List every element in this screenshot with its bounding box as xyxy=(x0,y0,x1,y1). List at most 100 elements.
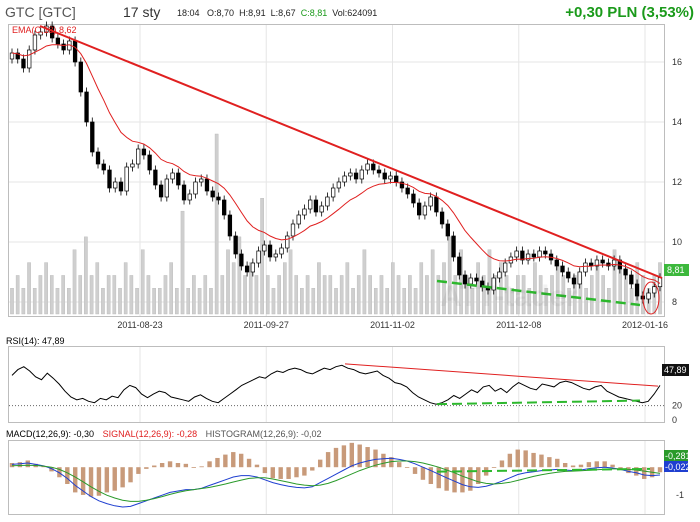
volume-bar xyxy=(379,275,384,315)
volume-bar xyxy=(72,249,77,315)
last-price-badge xyxy=(664,264,689,276)
volume-bar xyxy=(169,262,173,315)
volume-bar xyxy=(38,275,43,315)
candle-body xyxy=(296,214,301,225)
histogram-bar xyxy=(594,461,599,468)
rsi-value-label: 47,89 xyxy=(664,365,687,375)
x-axis-date-label: 2011-11-02 xyxy=(370,320,415,330)
quote-date: 17 sty xyxy=(123,4,161,20)
candle-body xyxy=(72,40,78,63)
rsi-panel-frame xyxy=(8,346,665,423)
close-value: C:8,81 xyxy=(300,8,328,18)
volume-bar xyxy=(231,262,236,315)
histogram-bar xyxy=(246,458,252,468)
histogram-bar xyxy=(49,467,54,472)
quote-header: GTC [GTC] 17 sty 18:04 O:8,70 H:8,91 L:8… xyxy=(0,4,700,22)
volume-bar xyxy=(106,275,111,315)
volume-bar xyxy=(265,275,270,315)
volume-value: Vol:624091 xyxy=(332,8,378,18)
price-tick-label: 10 xyxy=(672,237,682,247)
volume-bar xyxy=(243,275,247,315)
candle-body xyxy=(422,205,428,216)
volume-bar xyxy=(283,262,287,315)
price-tick-label: 8 xyxy=(672,297,677,307)
candle-body xyxy=(531,253,536,258)
volume-bar xyxy=(442,262,446,315)
candle-body xyxy=(199,178,204,183)
candle-body xyxy=(193,181,198,195)
volume-bar xyxy=(78,275,83,315)
histogram-bar xyxy=(618,467,623,469)
volume-bar xyxy=(533,262,537,315)
rsi-line xyxy=(11,364,661,405)
volume-bar xyxy=(430,249,435,315)
price-legend: EMA(C,13) 8,62 xyxy=(12,25,77,35)
histogram-bar xyxy=(412,467,418,474)
candle-body xyxy=(474,277,479,282)
candle-body xyxy=(113,181,118,189)
volume-bar xyxy=(516,275,520,315)
histogram-bar xyxy=(254,464,260,468)
histogram-bar xyxy=(602,461,607,468)
candle-body xyxy=(417,202,422,216)
candle-body xyxy=(181,184,187,201)
histogram-bar xyxy=(112,467,117,491)
rsi-trendline xyxy=(344,363,659,387)
histogram-bar xyxy=(349,442,355,468)
histogram-bar xyxy=(175,463,181,468)
price-tick-label: 14 xyxy=(672,117,682,127)
volume-bar xyxy=(157,288,162,315)
histogram-bar xyxy=(523,450,528,468)
volume-bar xyxy=(254,275,259,315)
candle-body xyxy=(629,274,634,285)
histogram-bar xyxy=(302,467,307,476)
volume-bar xyxy=(237,236,242,315)
candle-body xyxy=(611,259,617,267)
histogram-bar xyxy=(80,467,86,495)
rsi-tick-label: 20 xyxy=(672,401,682,411)
histogram-bar xyxy=(436,467,441,489)
histogram-bar xyxy=(223,454,228,468)
volume-bar xyxy=(544,288,549,315)
candle-body xyxy=(302,208,307,216)
candle-body xyxy=(216,196,221,201)
candle-body xyxy=(325,196,330,207)
histogram-bar xyxy=(460,467,465,493)
histogram-bar xyxy=(317,459,323,468)
candle-body xyxy=(388,175,393,180)
candle-body xyxy=(141,148,147,156)
candle-body xyxy=(256,250,261,264)
volume-bar xyxy=(21,288,26,315)
histogram-bar xyxy=(397,462,402,468)
volume-bar xyxy=(504,275,509,315)
histogram-bar xyxy=(531,452,536,468)
volume-bar xyxy=(288,249,293,315)
candle-body xyxy=(279,247,284,255)
price-panel-frame xyxy=(8,24,665,317)
volume-bar xyxy=(317,262,321,315)
volume-bar xyxy=(49,275,54,315)
volume-bar xyxy=(589,275,594,315)
histogram-bar xyxy=(270,467,275,479)
candle-body xyxy=(434,196,439,213)
candle-body xyxy=(503,262,508,273)
candle-body xyxy=(78,61,83,93)
volume-bar xyxy=(629,288,634,315)
candle-body xyxy=(170,172,175,180)
volume-bar xyxy=(311,288,316,315)
histogram-bar xyxy=(476,467,481,484)
volume-bar xyxy=(27,262,31,315)
macd-legend: MACD(12,26,9): -0,30 SIGNAL(12,26,9): -0… xyxy=(6,429,322,439)
volume-bar xyxy=(140,249,145,315)
candle-body xyxy=(222,199,227,216)
price-change: +0,30 PLN (3,53%) xyxy=(565,4,694,21)
candle-body xyxy=(382,172,387,180)
candle-body xyxy=(428,196,433,207)
candle-body xyxy=(227,214,233,237)
histogram-bar xyxy=(159,463,165,468)
histogram-bar xyxy=(365,447,370,468)
volume-bar xyxy=(84,236,88,315)
candle-body xyxy=(101,163,106,171)
candle-body xyxy=(359,169,364,180)
